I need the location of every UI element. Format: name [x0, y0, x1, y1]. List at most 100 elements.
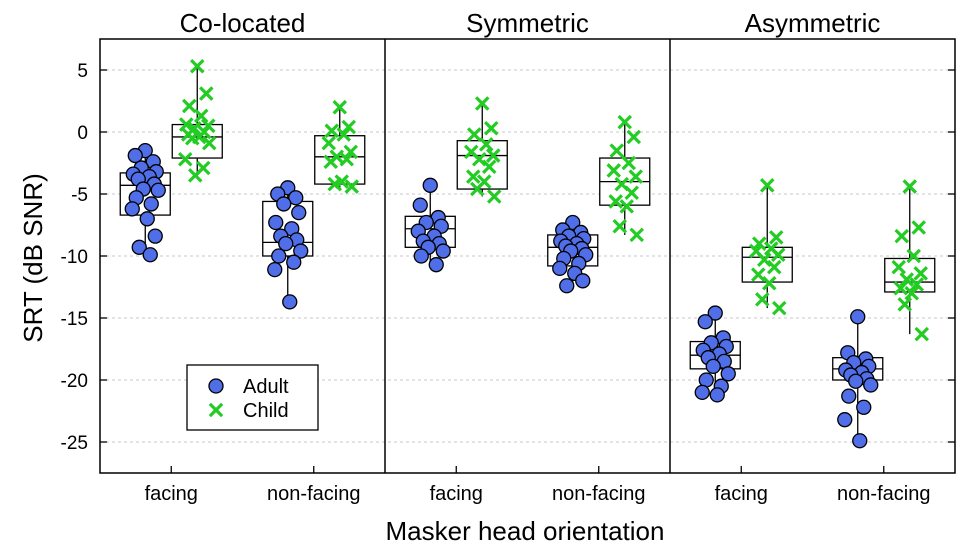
point-adult [852, 433, 868, 449]
point-child-stroke [748, 243, 764, 259]
point-child-stroke [193, 108, 209, 124]
point-child [913, 266, 929, 281]
point-adult [709, 387, 725, 403]
point-child [914, 326, 930, 342]
point-adult [435, 243, 451, 259]
point-child-stroke [332, 99, 348, 115]
gridlines [100, 69, 955, 443]
point-adult [288, 190, 304, 206]
point-child-stroke [334, 174, 350, 189]
point-adult [428, 257, 444, 273]
panel-title-symmetric: Symmetric [466, 8, 589, 38]
point-child-stroke [486, 189, 502, 204]
point-child-stroke [478, 137, 494, 152]
point-adult [143, 196, 159, 212]
x-tick-label-non-facing: non-facing [552, 483, 645, 505]
point-child-stroke [909, 277, 925, 292]
point-child-stroke [463, 144, 479, 160]
point-child [609, 143, 625, 158]
point-adult [552, 260, 568, 277]
point-child-stroke [343, 144, 359, 160]
point-child [177, 152, 193, 167]
point-child-stroke [327, 176, 343, 192]
point-child [768, 230, 784, 245]
point-child [332, 99, 348, 115]
point-adult [848, 373, 864, 389]
point-child-stroke [759, 178, 775, 193]
point-adult [271, 248, 287, 264]
point-adult [127, 147, 143, 164]
point-child-stroke [198, 86, 214, 101]
point-adult [278, 235, 294, 252]
point-child-stroke [323, 154, 339, 170]
point-adult [705, 358, 721, 375]
point-child-stroke [629, 227, 645, 243]
point-child-stroke [181, 98, 197, 114]
point-adult [131, 239, 147, 255]
point-child [187, 168, 203, 183]
point-child-stroke [177, 152, 193, 167]
point-adult [412, 197, 428, 213]
y-tick-label: -5 [71, 185, 88, 206]
point-child [606, 163, 622, 178]
point-adult [413, 248, 429, 264]
point-child-stroke [771, 300, 787, 316]
point-child [201, 135, 217, 151]
panel-title-asymmetric: Asymmetric [745, 8, 881, 38]
point-adult [142, 247, 158, 263]
point-adult [850, 309, 866, 325]
point-child [181, 98, 197, 114]
point-child-stroke [614, 176, 630, 192]
point-child-stroke [608, 194, 624, 209]
point-child-stroke [768, 230, 784, 245]
point-child-stroke [619, 199, 635, 214]
point-child-stroke [481, 159, 497, 174]
point-child [891, 259, 907, 275]
point-child-stroke [628, 169, 644, 184]
point-adult [837, 412, 853, 428]
point-child-stroke [914, 326, 930, 342]
point-child [897, 297, 913, 312]
point-adult [697, 314, 713, 330]
y-tick-label: -10 [61, 247, 88, 268]
point-child [198, 86, 214, 101]
point-child-stroke [751, 236, 767, 251]
point-child [911, 220, 927, 235]
point-child-stroke [904, 285, 920, 301]
point-child-stroke [617, 114, 633, 130]
point-adult [150, 182, 166, 198]
panel-title-co-located: Co-located [180, 8, 306, 38]
point-child-stroke [201, 135, 217, 151]
x-tick-label-facing: facing [145, 483, 198, 505]
point-adult [268, 214, 284, 231]
point-child-stroke [756, 252, 772, 267]
point-child [608, 194, 624, 209]
point-child [909, 277, 925, 292]
point-child-stroke [321, 135, 337, 151]
y-axis-label: SRT (dB SNR) [18, 173, 48, 343]
point-child [478, 137, 494, 152]
point-child-stroke [763, 241, 779, 256]
point-child [904, 285, 920, 301]
point-child [324, 123, 340, 139]
point-child [893, 280, 909, 296]
point-child-stroke [465, 169, 481, 184]
point-adult [276, 196, 292, 212]
x-tick-label-non-facing: non-facing [837, 483, 930, 505]
point-child [906, 248, 922, 264]
point-child [761, 276, 777, 291]
point-child-stroke [606, 163, 622, 178]
point-child [894, 228, 910, 244]
point-child [323, 154, 339, 170]
legend-adult-marker [208, 378, 224, 394]
point-child-stroke [339, 152, 355, 167]
point-child-stroke [184, 130, 200, 146]
point-child-stroke [474, 96, 490, 111]
point-child [483, 121, 499, 136]
point-child [770, 247, 786, 263]
data-points [124, 59, 930, 449]
point-child [626, 129, 642, 145]
point-child-stroke [483, 121, 499, 136]
y-tick-label: 0 [77, 123, 88, 144]
